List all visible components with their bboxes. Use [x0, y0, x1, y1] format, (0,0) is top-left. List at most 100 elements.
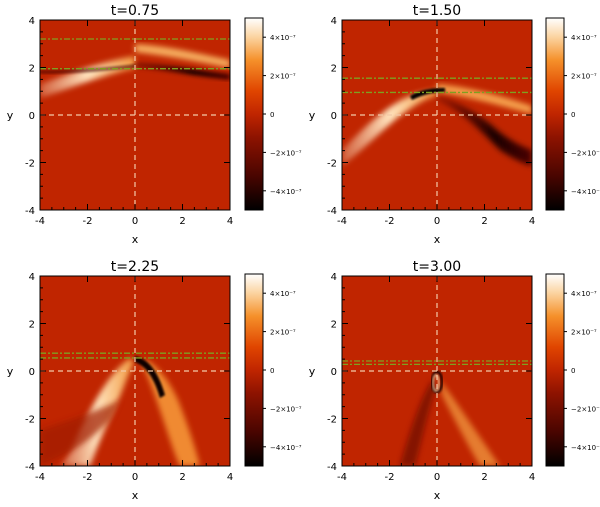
colorbar-tick-label: −4×10⁻⁷ [571, 444, 600, 452]
bright-loop [432, 374, 440, 392]
y-tick-label: -2 [327, 159, 337, 170]
colorbar-tick-label: 0 [571, 367, 575, 375]
x-tick-label: 0 [132, 472, 138, 483]
x-tick-label: 4 [227, 216, 233, 227]
y-tick-label: 4 [29, 16, 35, 27]
colorbar: 4×10⁻⁷ 2×10⁻⁷ 0 −2×10⁻⁷ −4×10⁻⁷ [545, 273, 600, 467]
colorbar-tick-label: −2×10⁻⁷ [270, 405, 302, 413]
panel-title: t=1.50 [413, 3, 461, 19]
x-tick-label: -2 [385, 472, 395, 483]
x-tick-label: 2 [481, 216, 487, 227]
x-tick-label: 4 [529, 472, 535, 483]
axes: -4 -2 0 2 4 -4 -2 0 2 4 [25, 272, 233, 483]
reference-lines [40, 276, 230, 466]
colorbar-tick-label: −2×10⁻⁷ [571, 149, 600, 157]
x-tick-label: -2 [385, 216, 395, 227]
colorbar: 4×10⁻⁷ 2×10⁻⁷ 0 −2×10⁻⁷ −4×10⁻⁷ [244, 273, 302, 467]
y-tick-label: -2 [25, 159, 35, 170]
colorbar-tick-label: 2×10⁻⁷ [571, 329, 597, 337]
colorbar-gradient [244, 17, 264, 211]
colorbar-tick-label: 2×10⁻⁷ [571, 73, 597, 81]
y-tick-label: 4 [29, 272, 35, 283]
colorbar-tick-label: −2×10⁻⁷ [571, 405, 600, 413]
colorbar-gradient [545, 273, 565, 467]
colorbar-tick-label: 4×10⁻⁷ [270, 34, 296, 42]
colorbar-tick-label: −4×10⁻⁷ [571, 188, 600, 196]
colorbar: 4×10⁻⁷ 2×10⁻⁷ 0 −2×10⁻⁷ −4×10⁻⁷ [545, 17, 600, 211]
x-axis-label: x [434, 233, 441, 246]
dark-loop [430, 370, 444, 394]
panel-t300: t=3.00 -4 -2 0 2 4 -4 -2 0 2 4 x y 4×10⁻⁷ 2×10⁻⁷ 0 −… [309, 259, 600, 502]
y-axis-label: y [309, 109, 316, 122]
bright-band [342, 90, 437, 166]
y-tick-label: -4 [25, 206, 35, 217]
x-tick-label: 0 [434, 216, 440, 227]
x-tick-label: 2 [481, 472, 487, 483]
colorbar-gradient [545, 17, 565, 211]
dark-band [135, 356, 165, 398]
x-tick-label: 2 [179, 472, 185, 483]
colorbar-tick-label: 0 [571, 111, 575, 119]
y-tick-label: 0 [331, 111, 337, 122]
dark-band [135, 62, 230, 80]
x-tick-label: -2 [83, 472, 93, 483]
y-tick-label: 2 [29, 64, 35, 75]
colorbar-tick-label: −2×10⁻⁷ [270, 149, 302, 157]
colorbar-tick-label: −4×10⁻⁷ [270, 188, 302, 196]
dark-band [40, 64, 135, 74]
y-tick-label: 4 [331, 272, 337, 283]
y-tick-label: 2 [29, 320, 35, 331]
x-tick-label: -4 [35, 472, 45, 483]
bright-band [440, 380, 500, 466]
x-tick-label: -2 [83, 216, 93, 227]
axes: -4 -2 0 2 4 -4 -2 0 2 4 [327, 16, 535, 227]
y-tick-label: -4 [25, 462, 35, 473]
dark-band [40, 400, 120, 466]
y-tick-label: -4 [327, 206, 337, 217]
x-tick-label: -4 [337, 216, 347, 227]
panel-t225: t=2.25 -4 -2 0 2 4 -4 -2 0 2 4 x y 4×10⁻⁷ 2×10⁻⁷ 0 −… [7, 259, 302, 502]
colorbar-tick-label: 0 [270, 367, 274, 375]
y-tick-label: 0 [29, 111, 35, 122]
dark-band [400, 380, 436, 466]
y-tick-label: 0 [331, 367, 337, 378]
panel-t150: t=1.50 -4 -2 0 2 4 -4 -2 0 2 4 x y 4×10⁻⁷ 2×10⁻⁷ 0 −… [309, 3, 600, 246]
panel-title: t=0.75 [111, 3, 159, 19]
y-tick-label: 4 [331, 16, 337, 27]
x-tick-label: 0 [132, 216, 138, 227]
x-axis-label: x [132, 233, 139, 246]
reference-lines [40, 20, 230, 210]
colorbar-tick-label: 0 [270, 111, 274, 119]
colorbar: 4×10⁻⁷ 2×10⁻⁷ 0 −2×10⁻⁷ −4×10⁻⁷ [244, 17, 302, 211]
y-tick-label: -2 [25, 415, 35, 426]
colorbar-tick-label: 4×10⁻⁷ [571, 34, 597, 42]
colorbar-tick-label: 4×10⁻⁷ [270, 290, 296, 298]
panel-t075: t=0.75 -4 -2 0 2 4 -4 -2 0 2 4 x y 4×10⁻⁷ 2×10⁻⁷ 0 −… [7, 3, 302, 246]
y-axis-label: y [309, 365, 316, 378]
dark-band [437, 96, 532, 166]
bright-band [135, 44, 230, 68]
y-tick-label: -2 [327, 415, 337, 426]
y-tick-label: 0 [29, 367, 35, 378]
x-tick-label: 4 [227, 472, 233, 483]
x-tick-label: -4 [337, 472, 347, 483]
colorbar-tick-label: −4×10⁻⁷ [270, 444, 302, 452]
x-axis-label: x [434, 489, 441, 502]
axes: -4 -2 0 2 4 -4 -2 0 2 4 [327, 272, 535, 483]
y-tick-label: -4 [327, 462, 337, 473]
y-tick-label: 2 [331, 320, 337, 331]
panel-title: t=2.25 [111, 259, 159, 275]
reference-lines [342, 276, 532, 466]
colorbar-tick-label: 2×10⁻⁷ [270, 329, 296, 337]
y-axis-label: y [7, 109, 14, 122]
panel-title: t=3.00 [413, 259, 461, 275]
x-tick-label: 2 [179, 216, 185, 227]
colorbar-gradient [244, 273, 264, 467]
colorbar-tick-label: 2×10⁻⁷ [270, 73, 296, 81]
x-axis-label: x [132, 489, 139, 502]
x-tick-label: 4 [529, 216, 535, 227]
y-axis-label: y [7, 365, 14, 378]
axes: -4 -2 0 2 4 -4 -2 0 2 4 [25, 16, 233, 227]
colorbar-tick-label: 4×10⁻⁷ [571, 290, 597, 298]
